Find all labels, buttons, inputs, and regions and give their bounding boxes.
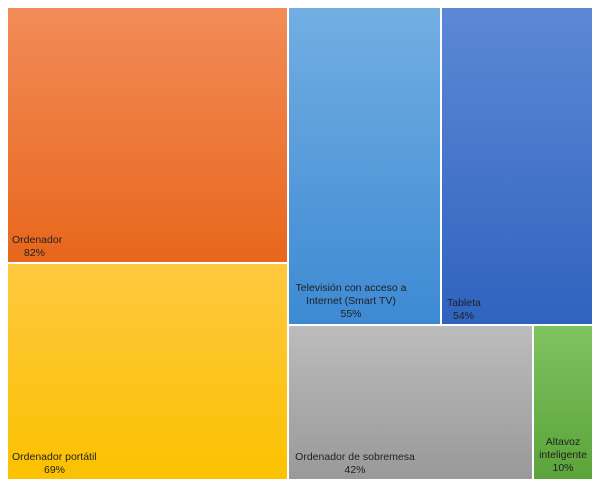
tile-ordenador-portatil	[7, 263, 288, 480]
value-label: 10%	[552, 462, 574, 474]
category-label-line-2: Internet (Smart TV)	[306, 295, 396, 307]
tile-smart-tv	[288, 7, 441, 325]
category-label-line-2: inteligente	[539, 449, 587, 461]
category-label: Ordenador portátil	[12, 451, 97, 463]
label-ordenador-portatil: Ordenador portátil 69%	[12, 451, 97, 477]
label-ordenador: Ordenador 82%	[12, 234, 62, 260]
tile-altavoz-inteligente	[533, 325, 593, 480]
value-label: 42%	[344, 464, 366, 476]
value-label: 69%	[44, 464, 66, 476]
category-label: Ordenador de sobremesa	[295, 451, 415, 463]
category-label: Ordenador	[12, 234, 63, 246]
tile-ordenador	[7, 7, 288, 263]
value-label: 82%	[24, 247, 46, 259]
label-altavoz-inteligente: Altavoz inteligente 10%	[534, 436, 592, 475]
value-label: 54%	[453, 310, 475, 322]
label-tableta: Tableta 54%	[447, 297, 481, 323]
tile-ordenador-sobremesa	[288, 325, 533, 480]
category-label-line-1: Televisión con acceso a	[295, 282, 407, 294]
tile-tableta	[441, 7, 593, 325]
value-label: 55%	[340, 308, 362, 320]
category-label: Tableta	[447, 297, 481, 309]
label-smart-tv: Televisión con acceso a Internet (Smart …	[292, 282, 410, 321]
label-ordenador-sobremesa: Ordenador de sobremesa 42%	[292, 451, 418, 477]
category-label-line-1: Altavoz	[545, 436, 581, 448]
